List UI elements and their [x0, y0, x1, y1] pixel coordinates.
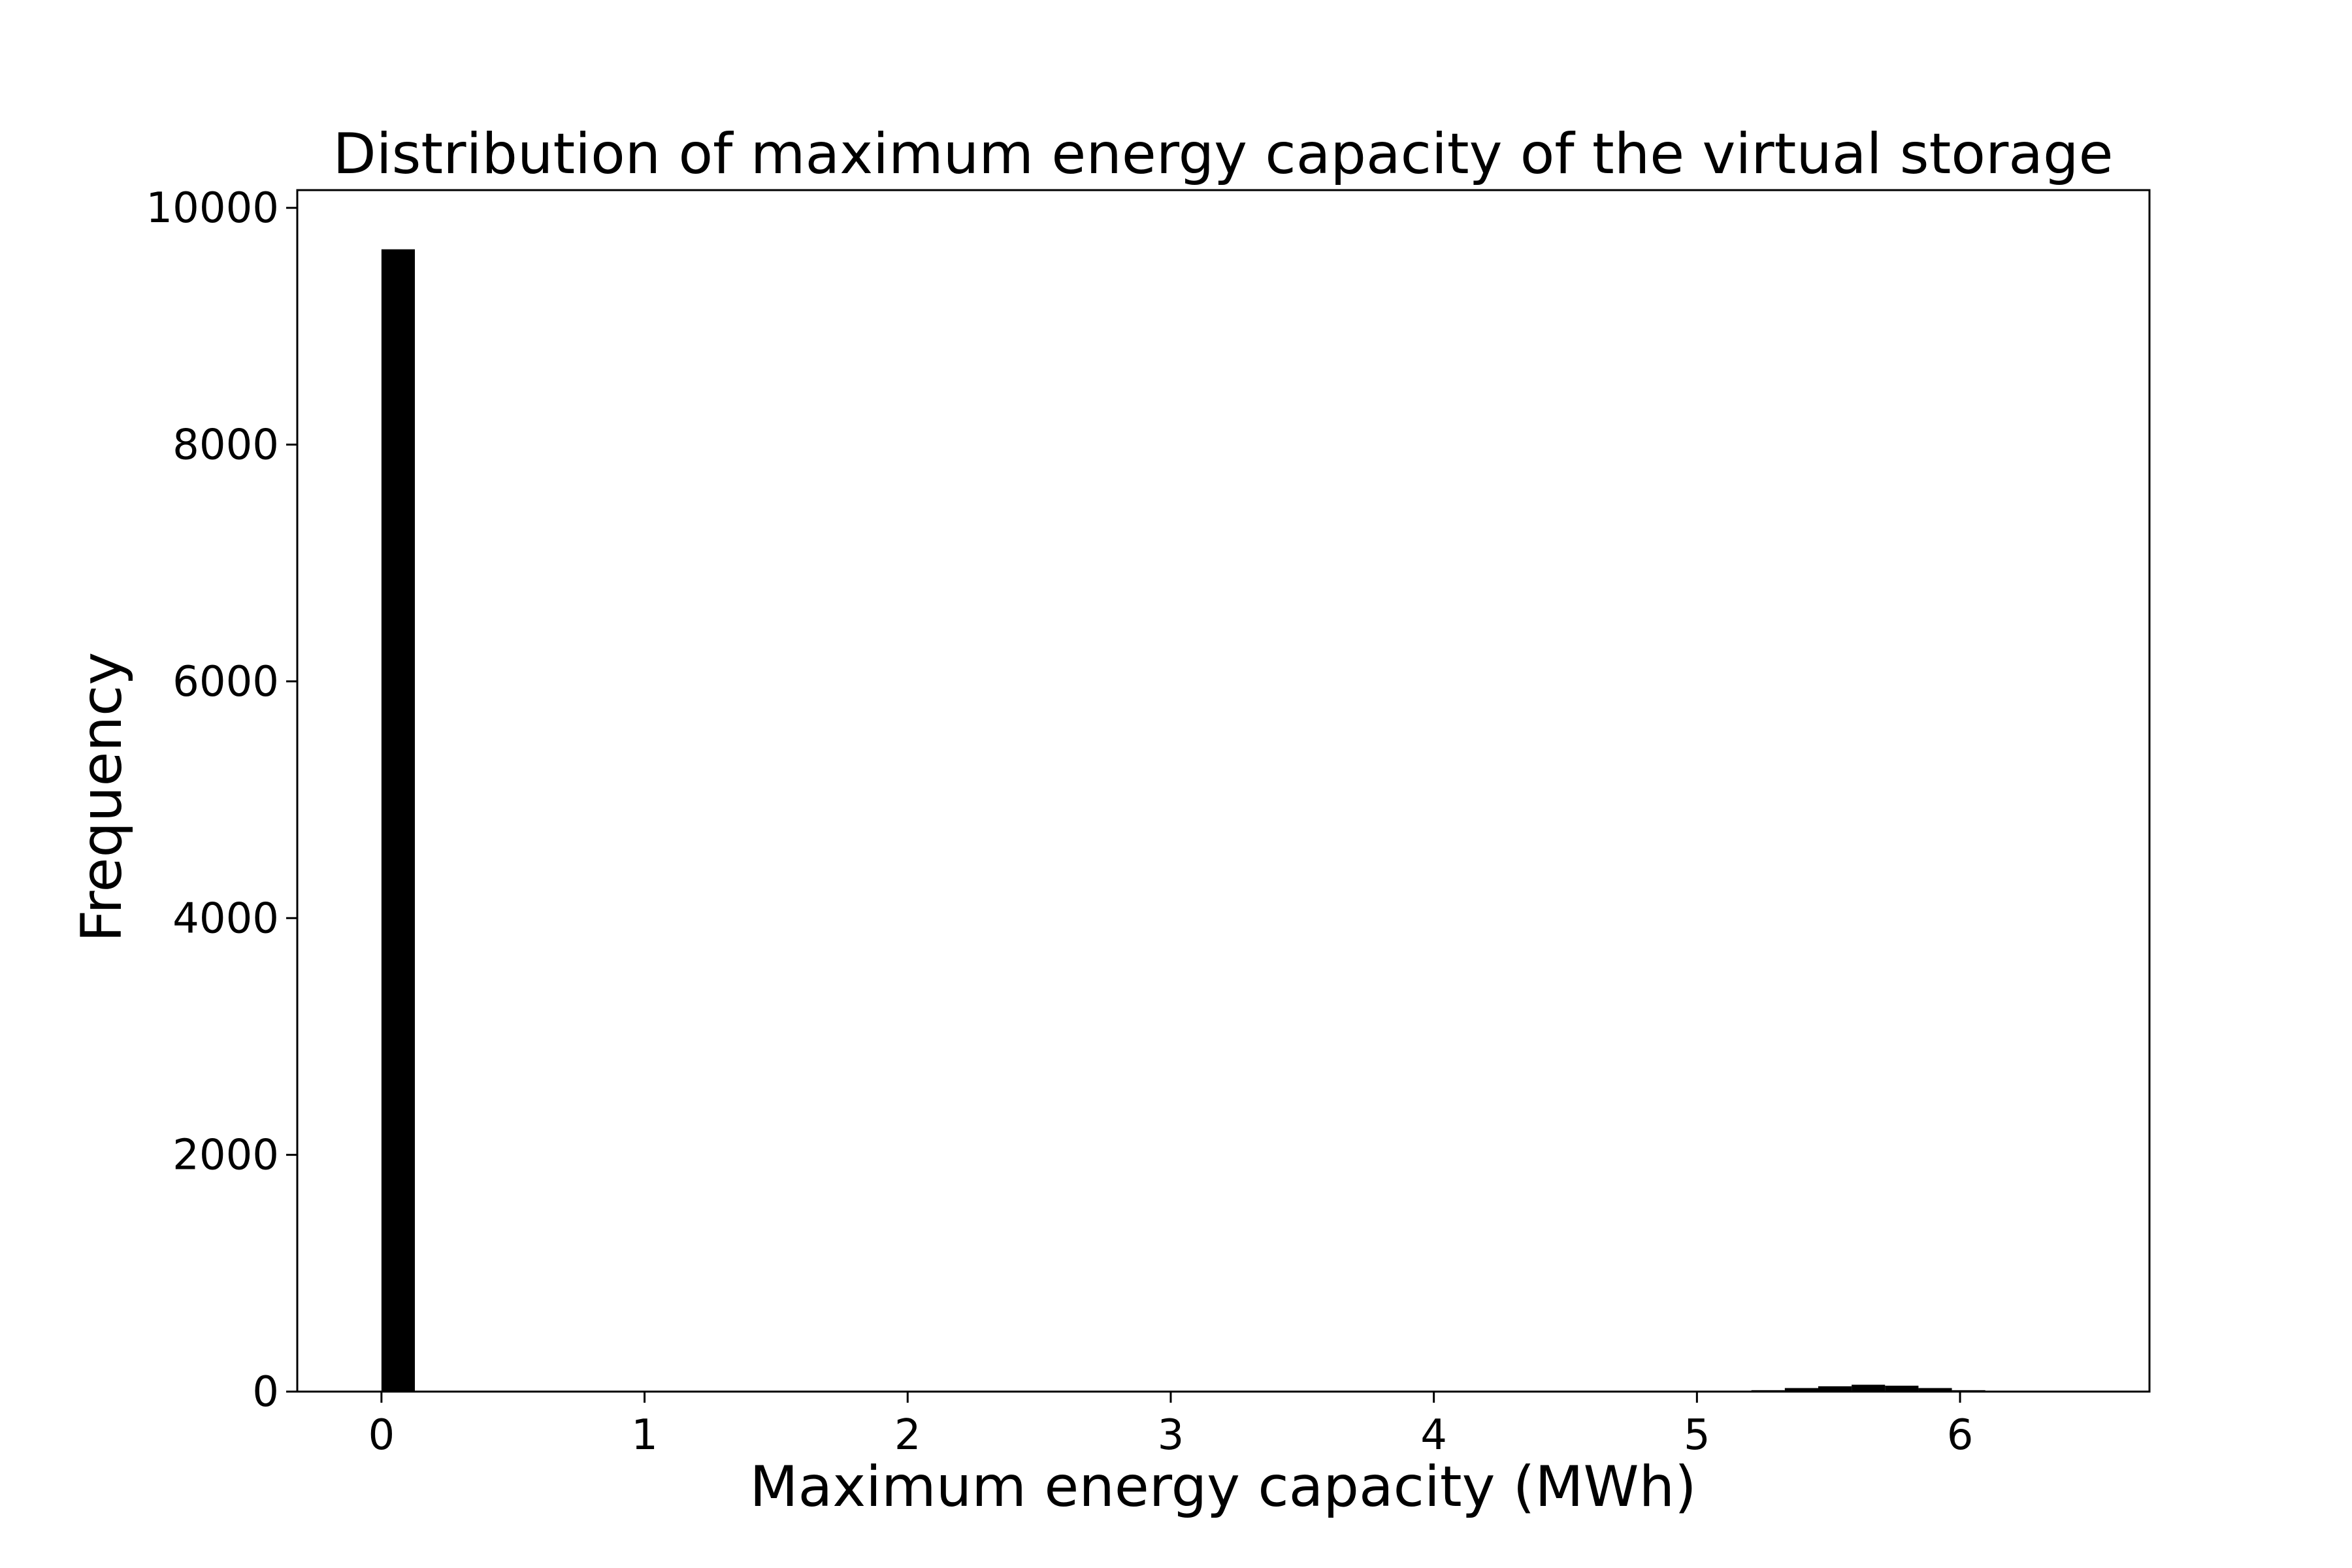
x-axis-label: Maximum energy capacity (MWh) — [749, 1454, 1696, 1520]
plot-area-frame — [296, 189, 2151, 1393]
histogram-bars — [381, 249, 2019, 1392]
histogram-bar-5 — [1852, 1384, 1886, 1392]
histogram-bar-6 — [1885, 1385, 1919, 1392]
y-tick-label-0: 0 — [252, 1368, 279, 1416]
x-tick-label-6: 6 — [1947, 1411, 1974, 1460]
histogram-bar-3 — [1784, 1388, 1819, 1392]
y-tick-label-4: 8000 — [172, 421, 279, 470]
y-axis-ticks: 0 2000 4000 6000 8000 10000 — [146, 184, 297, 1416]
histogram-bar-7 — [1918, 1388, 1952, 1392]
chart-title: Distribution of maximum energy capacity … — [333, 122, 2113, 187]
histogram-bar-4 — [1818, 1386, 1852, 1392]
x-tick-label-1: 1 — [631, 1411, 658, 1460]
x-tick-label-0: 0 — [368, 1411, 395, 1460]
x-tick-label-5: 5 — [1684, 1411, 1710, 1460]
x-tick-label-3: 3 — [1158, 1411, 1184, 1460]
y-tick-label-1: 2000 — [172, 1132, 279, 1180]
y-tick-label-3: 6000 — [172, 658, 279, 706]
x-tick-label-4: 4 — [1420, 1411, 1447, 1460]
x-axis-ticks: 0 1 2 3 4 5 6 — [368, 1392, 1974, 1460]
y-axis-label: Frequency — [69, 652, 135, 942]
histogram-bar-0 — [381, 249, 416, 1392]
y-tick-label-2: 4000 — [172, 894, 279, 943]
y-tick-label-5: 10000 — [146, 184, 279, 233]
x-tick-label-2: 2 — [894, 1411, 921, 1460]
